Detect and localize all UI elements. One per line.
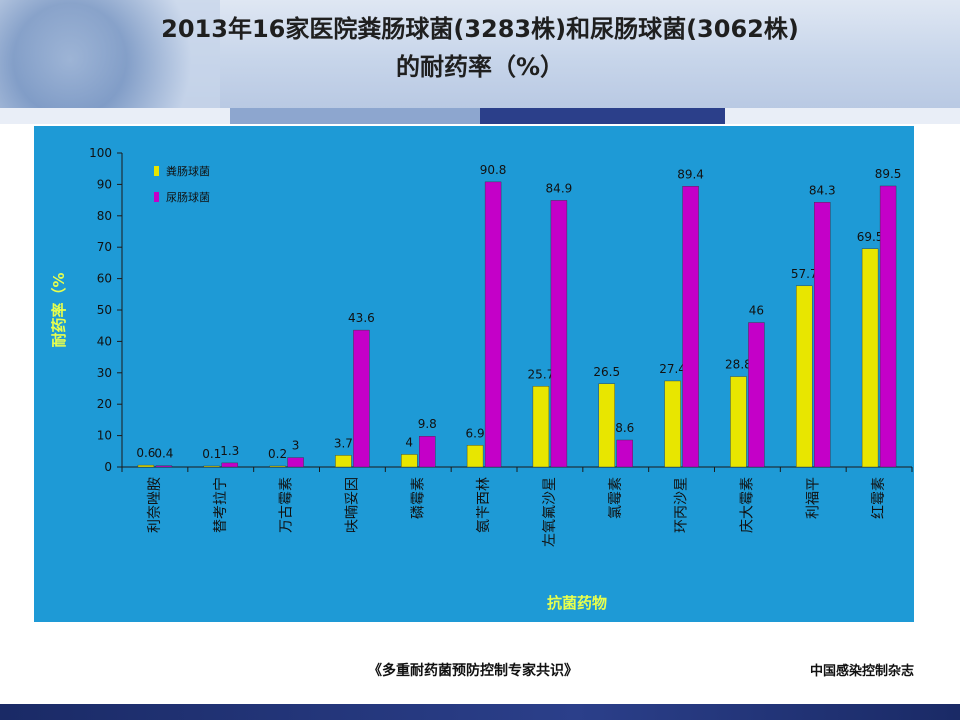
data-label: 43.6 [348, 311, 375, 325]
bar-series1 [664, 380, 681, 468]
y-tick-label: 20 [97, 397, 112, 411]
bar-series1 [532, 386, 550, 468]
data-label: 57.7 [791, 267, 818, 281]
data-label: 1.3 [220, 444, 239, 458]
x-tick-label: 利奈唑胺 [147, 477, 163, 533]
y-tick-label: 0 [104, 460, 112, 474]
y-tick-label: 60 [97, 272, 112, 286]
data-label: 8.6 [615, 421, 634, 435]
x-tick-label: 庆大霉素 [739, 477, 755, 533]
header-stripe-segment [725, 108, 960, 124]
bar-series1 [269, 465, 286, 468]
y-tick-label: 70 [97, 240, 112, 254]
header-stripe-segment [230, 108, 480, 124]
bar-series2 [814, 202, 831, 468]
x-tick-label: 环丙沙星 [674, 477, 690, 533]
y-tick-label: 10 [97, 429, 112, 443]
data-label: 9.8 [418, 417, 437, 431]
data-label: 69.5 [857, 230, 884, 244]
data-label: 84.3 [809, 183, 836, 197]
legend-swatch [154, 166, 159, 176]
chart-area: 0 10 20 30 40 50 60 70 80 90 100 0.6 0.4 利奈唑胺 0.1 1.3 替考… [34, 126, 914, 622]
data-label: 3 [292, 439, 300, 453]
legend-swatch [154, 192, 159, 202]
x-tick-label: 万古霉素 [279, 477, 295, 533]
y-tick-label: 30 [97, 366, 112, 380]
bar-series2 [155, 465, 173, 468]
x-tick-label: 红霉素 [871, 477, 887, 519]
data-label: 26.5 [593, 365, 620, 379]
legend-label: 粪肠球菌 [166, 164, 210, 178]
data-label: 89.4 [677, 167, 704, 181]
bar-series1 [861, 248, 879, 468]
bar-series1 [335, 455, 352, 468]
bar-series1 [203, 465, 220, 468]
data-label: 90.8 [480, 163, 507, 177]
data-label: 46 [749, 304, 764, 318]
header-decoration [0, 0, 220, 108]
bar-series2 [419, 436, 436, 468]
y-tick-label: 50 [97, 303, 112, 317]
bar-series2 [484, 181, 502, 468]
data-label: 27.4 [659, 362, 686, 376]
slide-title-line1: 2013年16家医院粪肠球菌(3283株)和尿肠球菌(3062株) [161, 15, 799, 43]
bottom-bar [0, 704, 960, 720]
data-label: 25.7 [528, 367, 555, 381]
data-label: 0.4 [154, 447, 173, 461]
bar-series2 [879, 185, 897, 468]
y-tick-label: 40 [97, 334, 112, 348]
header-stripe-segment [480, 108, 725, 124]
bar-series2 [353, 329, 370, 468]
x-tick-label: 呋喃妥因 [344, 477, 360, 533]
data-label: 0.2 [268, 447, 287, 461]
bar-series2 [221, 462, 238, 468]
data-label: 3.7 [334, 436, 353, 450]
y-tick-label: 80 [97, 209, 112, 223]
data-label: 0.6 [136, 446, 155, 460]
bar-series2 [682, 186, 699, 468]
bar-series1 [466, 445, 484, 468]
y-tick-label: 90 [97, 177, 112, 191]
x-tick-label: 利福平 [805, 477, 821, 519]
slide-title-line2: 的耐药率（%） [395, 53, 565, 81]
bar-series1 [730, 376, 747, 468]
journal-name: 中国感染控制杂志 [810, 664, 915, 679]
data-label: 0.1 [202, 447, 221, 461]
bar-series2 [550, 200, 568, 468]
x-axis-title: 抗菌药物 [547, 594, 607, 612]
data-label: 6.9 [466, 426, 485, 440]
bar-series1 [796, 285, 813, 468]
slide-title: 2013年16家医院粪肠球菌(3283株)和尿肠球菌(3062株) 的耐药率（%… [70, 10, 890, 86]
bar-series1 [137, 464, 155, 468]
data-label: 4 [405, 435, 413, 449]
data-label: 28.8 [725, 358, 752, 372]
x-tick-label: 氨苄西林 [476, 477, 492, 533]
bar-series1 [598, 383, 615, 468]
bar-series2 [748, 322, 765, 468]
source-citation: 《多重耐药菌预防控制专家共识》 [368, 663, 578, 679]
bar-series2 [287, 457, 304, 468]
bar-series2 [616, 439, 633, 468]
data-label: 89.5 [875, 167, 902, 181]
resistance-bar-chart: 0 10 20 30 40 50 60 70 80 90 100 0.60.4 利奈唑胺 0.11.3 替考… [50, 146, 913, 612]
data-label: 84.9 [546, 181, 573, 195]
header-stripe-segment [0, 108, 230, 124]
x-tick-label: 左氧氟沙星 [542, 477, 558, 547]
x-tick-label: 替考拉宁 [212, 477, 229, 533]
x-tick-label: 氯霉素 [608, 477, 624, 519]
y-axis-title: 耐药率（% [50, 272, 68, 347]
x-tick-label: 磷霉素 [410, 477, 426, 519]
slide-header: 2013年16家医院粪肠球菌(3283株)和尿肠球菌(3062株) 的耐药率（%… [0, 0, 960, 108]
y-tick-label: 100 [89, 146, 112, 160]
header-stripe [0, 108, 960, 124]
bar-series1 [401, 454, 418, 468]
legend-label: 尿肠球菌 [166, 190, 210, 204]
